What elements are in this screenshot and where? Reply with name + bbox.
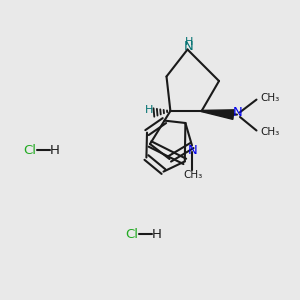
Text: Cl: Cl	[125, 227, 139, 241]
Text: H: H	[185, 37, 193, 47]
Text: CH₃: CH₃	[260, 127, 279, 137]
Text: CH₃: CH₃	[260, 93, 279, 103]
Text: N: N	[233, 106, 243, 119]
Text: N: N	[188, 143, 198, 157]
Text: N: N	[184, 40, 194, 53]
Text: H: H	[152, 227, 162, 241]
Text: H: H	[50, 143, 60, 157]
Polygon shape	[202, 110, 234, 119]
Text: CH₃: CH₃	[183, 170, 202, 180]
Text: H: H	[145, 105, 153, 115]
Text: Cl: Cl	[23, 143, 37, 157]
